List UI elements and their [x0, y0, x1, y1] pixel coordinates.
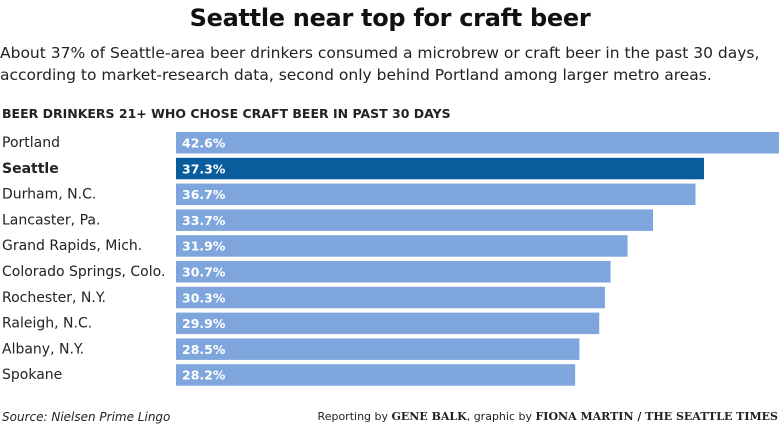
category-label-seattle: Seattle — [2, 161, 59, 177]
data-label-rochester-n-y: 30.3% — [182, 290, 226, 305]
data-label-albany-n-y: 28.5% — [182, 342, 226, 357]
data-label-durham-n-c: 36.7% — [182, 187, 226, 202]
category-label-lancaster-pa: Lancaster, Pa. — [2, 212, 100, 228]
reporter-name: GENE BALK — [391, 410, 467, 423]
category-label-raleigh-n-c: Raleigh, N.C. — [2, 316, 92, 332]
bar-colorado-springs-colo — [176, 261, 611, 283]
category-label-portland: Portland — [2, 135, 60, 151]
graphic-credit: FIONA MARTIN / THE SEATTLE TIMES — [535, 410, 779, 423]
bar-lancaster-pa — [176, 209, 654, 231]
data-label-seattle: 37.3% — [182, 161, 226, 176]
data-label-colorado-springs-colo: 30.7% — [182, 265, 226, 280]
bar-albany-n-y — [176, 338, 580, 360]
category-label-colorado-springs-colo: Colorado Springs, Colo. — [2, 264, 165, 280]
source-note: Source: Nielsen Prime Lingo — [2, 410, 171, 424]
credit-line: Reporting by GENE BALK, graphic by FIONA… — [318, 410, 778, 423]
bar-seattle — [176, 157, 704, 180]
bar-rochester-n-y — [176, 286, 605, 309]
data-label-lancaster-pa: 33.7% — [182, 213, 226, 228]
bar-durham-n-c — [176, 183, 696, 206]
page-title: Seattle near top for craft beer — [189, 4, 591, 32]
bar-grand-rapids-mich — [176, 235, 628, 257]
credit-mid: , graphic by — [466, 410, 536, 423]
data-label-spokane: 28.2% — [182, 368, 226, 383]
credit-prefix: Reporting by — [317, 410, 392, 423]
chart-title: BEER DRINKERS 21+ WHO CHOSE CRAFT BEER I… — [2, 106, 451, 121]
category-label-grand-rapids-mich: Grand Rapids, Mich. — [2, 238, 142, 254]
subtitle: About 37% of Seattle-area beer drinkers … — [0, 44, 760, 84]
data-label-raleigh-n-c: 29.9% — [182, 316, 226, 331]
bar-spokane — [176, 364, 576, 386]
footer: Source: Nielsen Prime Lingo Reporting by… — [0, 410, 780, 428]
data-label-grand-rapids-mich: 31.9% — [182, 239, 226, 254]
category-label-durham-n-c: Durham, N.C. — [2, 187, 96, 203]
bar-raleigh-n-c — [176, 312, 600, 335]
data-label-portland: 42.6% — [182, 136, 226, 151]
bar-portland — [176, 132, 779, 154]
category-label-spokane: Spokane — [2, 367, 62, 383]
category-label-albany-n-y: Albany, N.Y. — [2, 341, 84, 357]
category-label-rochester-n-y: Rochester, N.Y. — [2, 290, 106, 306]
bar-chart: Portland 42.6% Seattle 37.3% Durham, N.C. 36.… — [2, 132, 779, 386]
